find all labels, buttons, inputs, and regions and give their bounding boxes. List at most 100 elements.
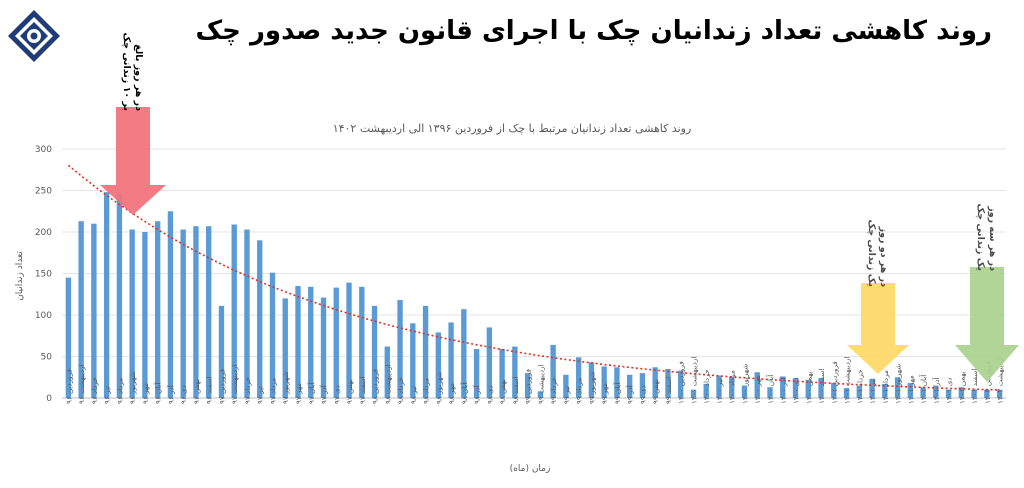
bar xyxy=(320,297,327,398)
bar xyxy=(894,377,901,398)
bar xyxy=(703,383,709,398)
x-tick-label: خرداد ۹۹ xyxy=(549,377,558,404)
page-title: روند کاهشی تعداد زندانیان چک با اجرای قا… xyxy=(195,16,992,46)
x-tick-label: تیر ۹۶ xyxy=(103,386,112,404)
bar xyxy=(231,224,237,398)
x-tick-label: دی ۹۷ xyxy=(332,385,341,404)
x-tick-label: مهر ۹۹ xyxy=(600,383,609,404)
bar xyxy=(639,373,646,398)
arrow-shape xyxy=(847,283,909,374)
bar xyxy=(218,305,225,398)
trend-line xyxy=(67,164,1000,391)
x-tick-label: فروردین ۱۴۰۲ xyxy=(983,361,992,404)
bar xyxy=(537,391,544,398)
bar xyxy=(512,346,518,398)
x-tick-label: تیر ۹۹ xyxy=(562,386,571,404)
bar xyxy=(588,362,595,398)
bar xyxy=(410,323,416,398)
x-tick-label: دی ۱۴۰۰ xyxy=(792,377,801,404)
y-tick-label: 200 xyxy=(35,228,52,238)
y-tick-label: 300 xyxy=(35,145,52,155)
bar xyxy=(461,309,467,398)
x-tick-label: دی ۹۹ xyxy=(638,385,647,404)
x-tick-label: شهریور ۹۶ xyxy=(128,371,137,404)
x-tick-label: تیر ۱۴۰۰ xyxy=(715,378,724,404)
bar xyxy=(486,327,493,398)
bar xyxy=(397,300,403,398)
bar xyxy=(767,387,773,398)
x-tick-label: دی ۹۸ xyxy=(485,385,494,404)
x-tick-label: اردیبهشت ۹۶ xyxy=(77,364,86,404)
x-tick-label: مرداد ۹۷ xyxy=(269,378,278,404)
annotation-line: یک زندانی چک xyxy=(975,204,986,271)
x-tick-label: مرداد ۹۹ xyxy=(575,378,584,404)
x-tick-label: خرداد ۹۷ xyxy=(243,377,252,404)
x-tick-label: بهمن ۱۴۰۱ xyxy=(957,371,966,404)
x-tick-label: فروردین ۹۷ xyxy=(218,369,227,404)
bar xyxy=(984,389,990,398)
bar xyxy=(996,389,1003,398)
bar xyxy=(116,194,123,398)
arrow-shape xyxy=(955,267,1019,382)
x-tick-label: اسفند ۹۷ xyxy=(358,376,367,404)
annotation-text: در هر سه روزیک زندانی چک xyxy=(975,204,998,272)
bar xyxy=(792,378,799,398)
bar xyxy=(180,229,186,398)
chart-title: روند کاهشی تعداد زندانیان مرتبط با چک از… xyxy=(333,122,692,135)
x-tick-label: فروردین ۱۴۰۰ xyxy=(677,361,686,404)
x-tick-label: شهریور ۱۴۰۱ xyxy=(894,364,903,404)
bar xyxy=(626,374,633,398)
x-tick-label: مهر ۹۸ xyxy=(447,383,456,404)
bar xyxy=(257,240,263,398)
x-tick-label: بهمن ۹۹ xyxy=(651,379,660,404)
x-tick-label: آبان ۹۹ xyxy=(612,382,622,404)
arrow-shape xyxy=(100,107,166,215)
x-tick-label: آبان ۹۷ xyxy=(306,382,316,404)
y-tick-labels: 0 50 100 150 200 250 300 xyxy=(35,145,52,404)
x-tick-label: اردیبهشت ۹۷ xyxy=(230,364,239,404)
bar xyxy=(499,349,505,398)
x-tick-label: فروردین ۹۶ xyxy=(64,369,73,404)
annotation-line: در هر روز بالغ xyxy=(133,44,144,111)
bar xyxy=(129,229,135,398)
x-tick-label: آذر ۱۴۰۰ xyxy=(778,377,788,404)
annotation-line: در هر سه روز xyxy=(987,205,998,271)
bar xyxy=(971,389,977,398)
x-tick-label: مرداد ۹۸ xyxy=(422,378,431,404)
x-tick-label: خرداد ۹۸ xyxy=(396,377,405,404)
x-tick-label: آذر ۱۴۰۱ xyxy=(931,377,941,404)
x-tick-label: خرداد ۹۶ xyxy=(90,377,99,404)
bar xyxy=(933,385,939,398)
bar xyxy=(78,221,84,398)
x-tick-label: مرداد ۱۴۰۰ xyxy=(728,370,737,404)
x-tick-label: آبان ۹۸ xyxy=(459,382,469,404)
x-tick-label: اردیبهشت ۱۴۰۱ xyxy=(843,357,852,404)
x-tick-label: اسفند ۹۶ xyxy=(205,376,214,404)
bar xyxy=(907,383,914,398)
y-tick-label: 50 xyxy=(41,353,53,363)
bar xyxy=(601,366,607,398)
annotation-line: در هر دو روز xyxy=(878,226,889,288)
x-tick-label: اردیبهشت ۱۴۰۰ xyxy=(690,357,699,404)
annotation-arrow-2: در هر دو روزیک زندانی چک xyxy=(847,220,909,374)
x-tick-label: آذر ۹۹ xyxy=(625,384,635,404)
x-tick-label: اسفند ۹۸ xyxy=(511,376,520,404)
y-tick-label: 150 xyxy=(35,270,52,280)
annotation-text: در هر روز بالغبر ۱۰ زندانی چک xyxy=(121,32,144,111)
x-tick-label: تیر ۱۴۰۱ xyxy=(868,378,877,404)
bar xyxy=(524,373,531,398)
x-tick-label: مهر ۱۴۰۰ xyxy=(753,375,762,404)
bar xyxy=(346,282,352,398)
bar xyxy=(818,378,824,398)
x-tick-label: بهمن ۹۸ xyxy=(498,379,507,404)
x-tick-label: خرداد ۱۴۰۱ xyxy=(855,369,864,404)
x-tick-label: اسفند ۱۴۰۱ xyxy=(970,369,979,404)
bar xyxy=(805,379,811,398)
x-tick-label: اردیبهشت ۹۹ xyxy=(536,364,545,404)
x-tick-label: شهریور ۹۷ xyxy=(281,371,290,404)
annotation-text: در هر دو روزیک زندانی چک xyxy=(866,220,889,288)
bar xyxy=(678,370,684,398)
x-tick-label: آذر ۹۷ xyxy=(319,384,329,404)
bar xyxy=(780,376,786,398)
